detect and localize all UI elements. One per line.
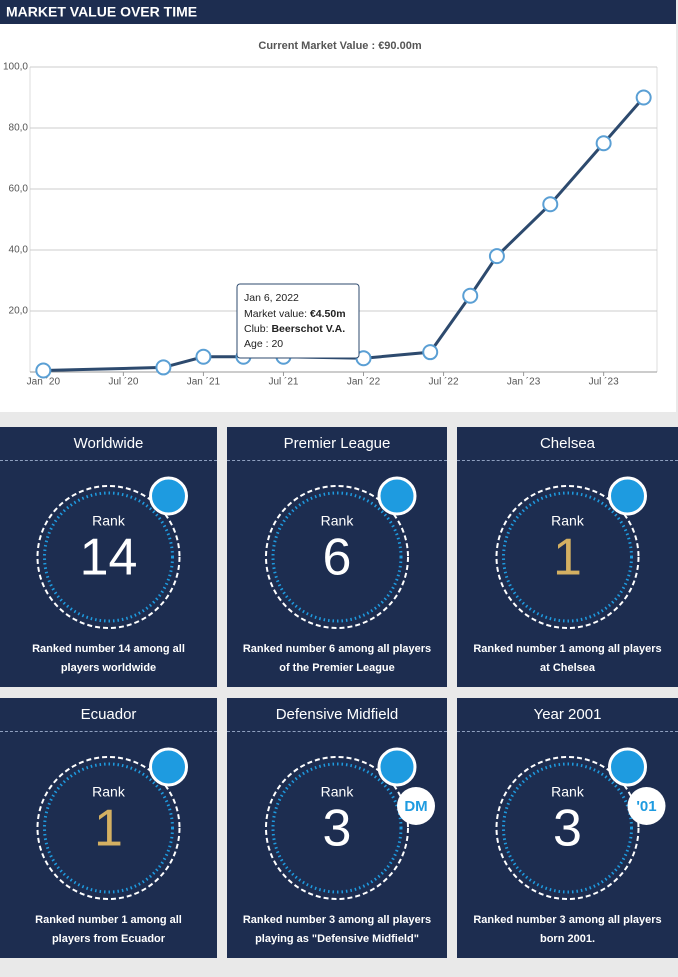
tooltip-line: Age : 20 [244, 338, 283, 350]
card-description: Ranked number 1 among all players at Che… [473, 643, 662, 674]
tooltip-line: Club: Beerschot V.A. [244, 323, 345, 335]
x-tick-label: Jul ´21 [268, 376, 298, 388]
card-title: Ecuador [0, 698, 217, 732]
rank-label: Rank [321, 784, 355, 800]
ring-inner [43, 491, 174, 623]
rank-label: Rank [321, 513, 355, 529]
point-marker [542, 196, 559, 213]
rank-number: 14 [80, 529, 138, 587]
ring-outer [265, 756, 409, 900]
rank-card: Year 2001 Rank 3 '01 Ranked number 3 among a… [457, 698, 678, 958]
rank-icon [608, 747, 647, 787]
y-tick-label: 100,0 [3, 62, 28, 73]
x-tick-label: Jan ´21 [187, 376, 221, 388]
card-title: Defensive Midfield [227, 698, 447, 732]
ring-outer [265, 485, 409, 629]
tooltip-label: Age : [244, 338, 271, 350]
rank-card: Ecuador Rank 1 Ranked number 1 among all pl… [0, 698, 217, 958]
tooltip-label: Club: [244, 323, 271, 335]
x-tick-label: Jan ´20 [27, 376, 61, 388]
card-description: Ranked number 3 among all players born 2… [473, 914, 662, 945]
rank-icon [149, 476, 188, 516]
card-description: Ranked number 3 among all players playin… [242, 914, 432, 945]
ring-outer [36, 485, 181, 629]
chart-title: Current Market Value : €90.00m [258, 40, 421, 52]
card-description: Ranked number 1 among all players from E… [35, 914, 182, 945]
y-tick-label: 80,0 [9, 123, 29, 134]
x-tick-label: Jul ´22 [429, 376, 459, 388]
header-title: MARKET VALUE OVER TIME [6, 4, 197, 20]
rank-label: Rank [92, 513, 126, 529]
tooltip-box [236, 283, 360, 359]
rank-number: 1 [553, 529, 582, 587]
point-marker [462, 287, 479, 304]
card-title: Year 2001 [457, 698, 678, 732]
point-marker [595, 135, 612, 152]
badge-text: DM [404, 798, 427, 815]
rank-label: Rank [551, 784, 585, 800]
x-tick-label: Jan ´23 [507, 376, 541, 388]
y-tick-label: 40,0 [9, 245, 29, 256]
rank-icon [149, 747, 188, 787]
point-marker [422, 344, 439, 361]
y-tick-label: 60,0 [9, 184, 29, 195]
rank-label: Rank [92, 784, 126, 800]
card-description: Ranked number 6 among all players of the… [242, 643, 432, 674]
card-description: Ranked number 14 among all players world… [32, 643, 185, 674]
point-marker [195, 348, 212, 365]
rank-number: 1 [94, 800, 123, 858]
tooltip-label: Market value: [244, 308, 310, 320]
ring-outer [495, 756, 640, 900]
rank-icon [608, 476, 647, 516]
badge-bg [397, 787, 435, 825]
x-tick-label: Jan ´22 [347, 376, 381, 388]
tooltip-date: Jan 6, 2022 [244, 292, 299, 304]
badge-text: '01 [636, 798, 656, 815]
card-title: Premier League [227, 427, 447, 461]
point-marker [488, 248, 505, 265]
point-marker [155, 359, 172, 376]
ring-outer [36, 756, 181, 900]
header-bar [0, 0, 676, 24]
rank-card: Worldwide Rank 14 Ranked number 14 among al… [0, 427, 217, 687]
badge-bg [627, 787, 666, 825]
rank-label: Rank [551, 513, 585, 529]
ring-inner [502, 762, 633, 894]
ring-inner [271, 491, 403, 623]
y-tick-label: 20,0 [9, 306, 29, 317]
rank-number: 3 [323, 800, 352, 858]
tooltip-line: Market value: €4.50m [244, 308, 346, 320]
tooltip-value: €4.50m [310, 308, 346, 320]
rank-icon [377, 476, 417, 516]
rank-card: Premier League Rank 6 Ranked number 6 among… [227, 427, 447, 687]
rank-number: 3 [553, 800, 582, 858]
point-marker [635, 89, 652, 106]
ring-outer [495, 485, 640, 629]
x-tick-label: Jul ´23 [589, 376, 619, 388]
ring-inner [43, 762, 174, 894]
rank-card: Chelsea Rank 1 Ranked number 1 among all pl… [457, 427, 678, 687]
rank-icon [377, 747, 417, 787]
card-title: Chelsea [457, 427, 678, 461]
tooltip-value: 20 [271, 338, 283, 350]
card-title: Worldwide [0, 427, 217, 461]
point-marker [35, 362, 52, 379]
rank-number: 6 [323, 529, 352, 587]
ring-inner [502, 491, 633, 623]
ring-inner [271, 762, 403, 894]
market-value-chart: MARKET VALUE OVER TIME Current Market Va… [0, 0, 678, 412]
x-tick-label: Jul ´20 [108, 376, 138, 388]
tooltip-value: Beerschot V.A. [271, 323, 345, 335]
rank-card: Defensive Midfield Rank 3 DM Ranked number 3… [227, 698, 447, 958]
